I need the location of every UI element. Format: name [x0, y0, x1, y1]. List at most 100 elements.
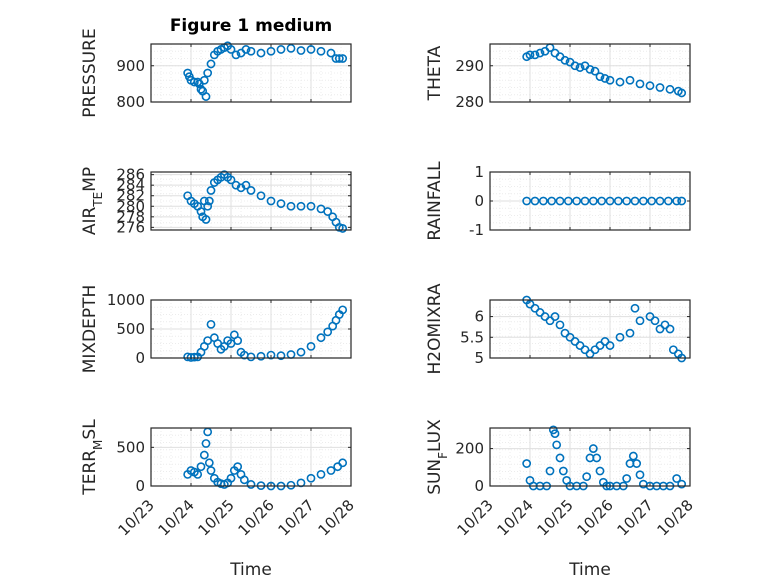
data-point: [655, 196, 665, 206]
y-axis-label: TERRMSL: [80, 419, 105, 496]
y-tick-label: 500: [116, 438, 145, 456]
data-point: [316, 46, 326, 56]
subplot-sun-flux: 0 200 SUNFLUX10/2310/2410/2510/2610/2710/2…: [425, 419, 697, 580]
data-point: [530, 196, 540, 206]
y-tick-label: 280: [455, 93, 484, 111]
subplot-terr-msl: 0 500 TERRMSL 10/2310/2410/2510/2610/2710/2…: [80, 419, 358, 580]
data-point: [525, 50, 535, 60]
data-point: [316, 333, 326, 343]
data-point: [545, 466, 555, 476]
axes-box: [489, 299, 691, 359]
data-point: [206, 59, 216, 69]
data-point: [585, 64, 595, 74]
subplot-pressure: 800 900 PRESSURE: [80, 28, 352, 118]
data-point: [306, 473, 316, 483]
y-tick-label: 0: [135, 477, 145, 495]
y-tick-label: 0: [474, 192, 484, 210]
axes-box: [150, 427, 352, 487]
data-point: [538, 196, 548, 206]
data-point: [677, 196, 687, 206]
data-point: [189, 77, 199, 87]
y-tick-label: 278: [116, 208, 145, 226]
data-point: [316, 469, 326, 479]
data-point: [246, 46, 256, 56]
data-point: [563, 196, 573, 206]
data-point: [286, 201, 296, 211]
subplot-h2omixra: 5 5.5 6 H2OMIXRA: [425, 283, 691, 375]
data-point: [522, 196, 532, 206]
data-point: [630, 196, 640, 206]
y-tick-label: 282: [116, 187, 145, 205]
data-point: [323, 207, 333, 216]
data-point: [326, 466, 336, 475]
data-point: [233, 462, 243, 472]
figure-title: Figure 1 medium: [170, 16, 332, 36]
data-point: [635, 316, 645, 326]
data-point: [625, 328, 635, 338]
data-point: [206, 466, 216, 475]
data-point: [588, 196, 598, 206]
y-tick-label: 5: [474, 349, 484, 367]
data-point: [204, 196, 214, 206]
data-point: [226, 473, 236, 483]
y-axis-label: SUNFLUX: [425, 419, 450, 495]
data-point: [665, 84, 675, 94]
data-point: [286, 480, 296, 490]
data-point: [246, 352, 256, 362]
data-point: [595, 72, 605, 82]
data-point: [632, 459, 642, 468]
axes-box: [150, 43, 352, 103]
axes-box: [150, 299, 352, 359]
data-point: [605, 196, 615, 206]
data-point: [625, 75, 635, 85]
y-tick-label: 900: [116, 57, 145, 75]
data-point: [266, 46, 276, 56]
data-point: [231, 50, 241, 60]
x-tick-label: 10/28: [315, 496, 358, 539]
data-point: [595, 466, 605, 476]
data-point: [647, 196, 657, 206]
x-tick-label: 10/25: [534, 496, 577, 539]
x-axis-label: Time: [229, 560, 272, 580]
data-point: [650, 316, 660, 326]
data-point: [622, 474, 632, 483]
data-point: [226, 175, 236, 185]
data-point: [552, 440, 562, 450]
data-point: [241, 180, 251, 190]
x-tick-label: 10/25: [195, 496, 238, 539]
x-tick-label: 10/28: [654, 496, 697, 539]
data-point: [206, 319, 216, 329]
data-point: [296, 46, 306, 55]
data-point: [246, 186, 256, 195]
x-tick-label: 10/23: [454, 496, 497, 539]
data-point: [638, 196, 648, 206]
y-tick-label: 284: [116, 176, 145, 194]
data-point: [334, 54, 344, 63]
y-tick-label: 6: [474, 308, 484, 326]
data-point: [590, 66, 600, 76]
y-tick-label: -1: [469, 221, 484, 239]
x-tick-label: 10/27: [614, 496, 657, 539]
x-tick-label: 10/24: [494, 496, 537, 539]
y-axis-label: AIRTEMP: [80, 167, 105, 235]
data-point: [555, 453, 565, 463]
data-point: [266, 196, 276, 206]
data-point: [199, 450, 209, 460]
data-point: [613, 196, 623, 206]
data-point: [605, 341, 615, 350]
data-point: [196, 462, 206, 472]
data-point: [630, 303, 640, 313]
data-point: [550, 429, 560, 439]
data-point: [665, 324, 675, 334]
data-point: [286, 43, 296, 53]
data-point: [239, 475, 249, 485]
y-tick-label: 500: [116, 320, 145, 338]
axes-box: [489, 43, 691, 103]
data-point: [580, 196, 590, 206]
y-tick-label: 1: [474, 163, 484, 181]
data-point: [199, 75, 209, 85]
y-tick-label: 1000: [107, 291, 145, 309]
data-point: [256, 351, 266, 361]
data-point: [276, 351, 286, 361]
data-point: [256, 48, 266, 58]
